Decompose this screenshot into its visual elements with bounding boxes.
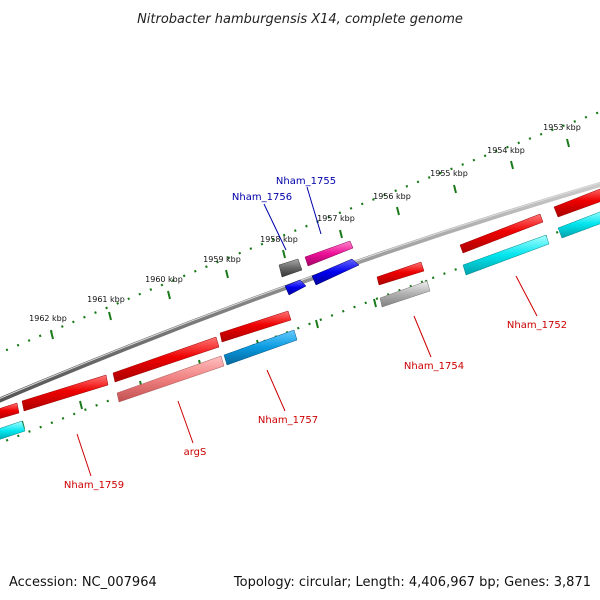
gene-label-args[interactable]: argS <box>184 447 207 458</box>
gene-label-nham1756[interactable]: Nham_1756 <box>232 192 292 203</box>
gene-arrow-nham1759[interactable] <box>21 374 109 412</box>
tick-label-1958: 1958 kbp <box>260 235 298 244</box>
gene-arrow-nham1754[interactable] <box>376 261 425 286</box>
gene-label-nham1755[interactable]: Nham_1755 <box>276 176 336 187</box>
gene-arrow-cyan-1752[interactable] <box>462 234 550 276</box>
tick-label-1961: 1961 kbp <box>87 295 125 304</box>
tick-label-1954: 1954 kbp <box>487 146 525 155</box>
gene-arrow-blue-1757[interactable] <box>223 329 298 366</box>
tick-label-1960: 1960 kbp <box>145 275 183 284</box>
gene-track-outer <box>278 240 360 296</box>
genome-backbone <box>0 181 600 403</box>
gene-arrow-cyan-right[interactable] <box>557 210 600 239</box>
gene-arrow-grey-1754[interactable] <box>379 280 431 308</box>
tick-label-1953: 1953 kbp <box>543 123 581 132</box>
accession-text: Accession: NC_007964 <box>9 575 157 590</box>
gene-label-nham1757[interactable]: Nham_1757 <box>258 415 318 426</box>
gene-arrow-right-edge[interactable] <box>553 187 600 218</box>
label-leader-lines <box>76 186 538 477</box>
tick-label-1955: 1955 kbp <box>430 169 468 178</box>
tick-label-1956: 1956 kbp <box>373 192 411 201</box>
gene-arrow-args[interactable] <box>112 336 220 383</box>
tick-label-1957: 1957 kbp <box>317 214 355 223</box>
gene-arrow-magenta-1755[interactable] <box>304 240 354 267</box>
gene-arrow-darkgrey-1756[interactable] <box>278 258 303 278</box>
gene-arrow-pink-args[interactable] <box>116 355 225 403</box>
map-title: Nitrobacter hamburgensis X14, complete g… <box>137 12 463 27</box>
gene-track-inner <box>0 210 600 441</box>
tick-labels: 1953 kbp 1954 kbp 1955 kbp 1956 kbp 1957… <box>29 123 581 323</box>
gene-arrow-nham1752[interactable] <box>459 213 544 254</box>
gene-label-nham1752[interactable]: Nham_1752 <box>507 320 567 331</box>
genome-summary-text: Topology: circular; Length: 4,406,967 bp… <box>233 575 591 590</box>
gene-arrow-nham1757[interactable] <box>219 310 292 343</box>
gene-arrow-navy-1756[interactable] <box>284 279 307 296</box>
gene-track-red <box>0 187 600 420</box>
tick-label-1962: 1962 kbp <box>29 314 67 323</box>
gene-arrow-cyan-left[interactable] <box>0 420 26 441</box>
tick-label-1959: 1959 kbp <box>203 255 241 264</box>
gene-arrow-left-edge[interactable] <box>0 402 20 420</box>
outer-tick-ring <box>0 110 600 355</box>
gene-labels: Nham_1752 Nham_1754 Nham_1755 Nham_1756 … <box>64 176 567 491</box>
gene-label-nham1759[interactable]: Nham_1759 <box>64 480 124 491</box>
gene-arrow-navy-1755[interactable] <box>311 258 360 286</box>
gene-label-nham1754[interactable]: Nham_1754 <box>404 361 464 372</box>
